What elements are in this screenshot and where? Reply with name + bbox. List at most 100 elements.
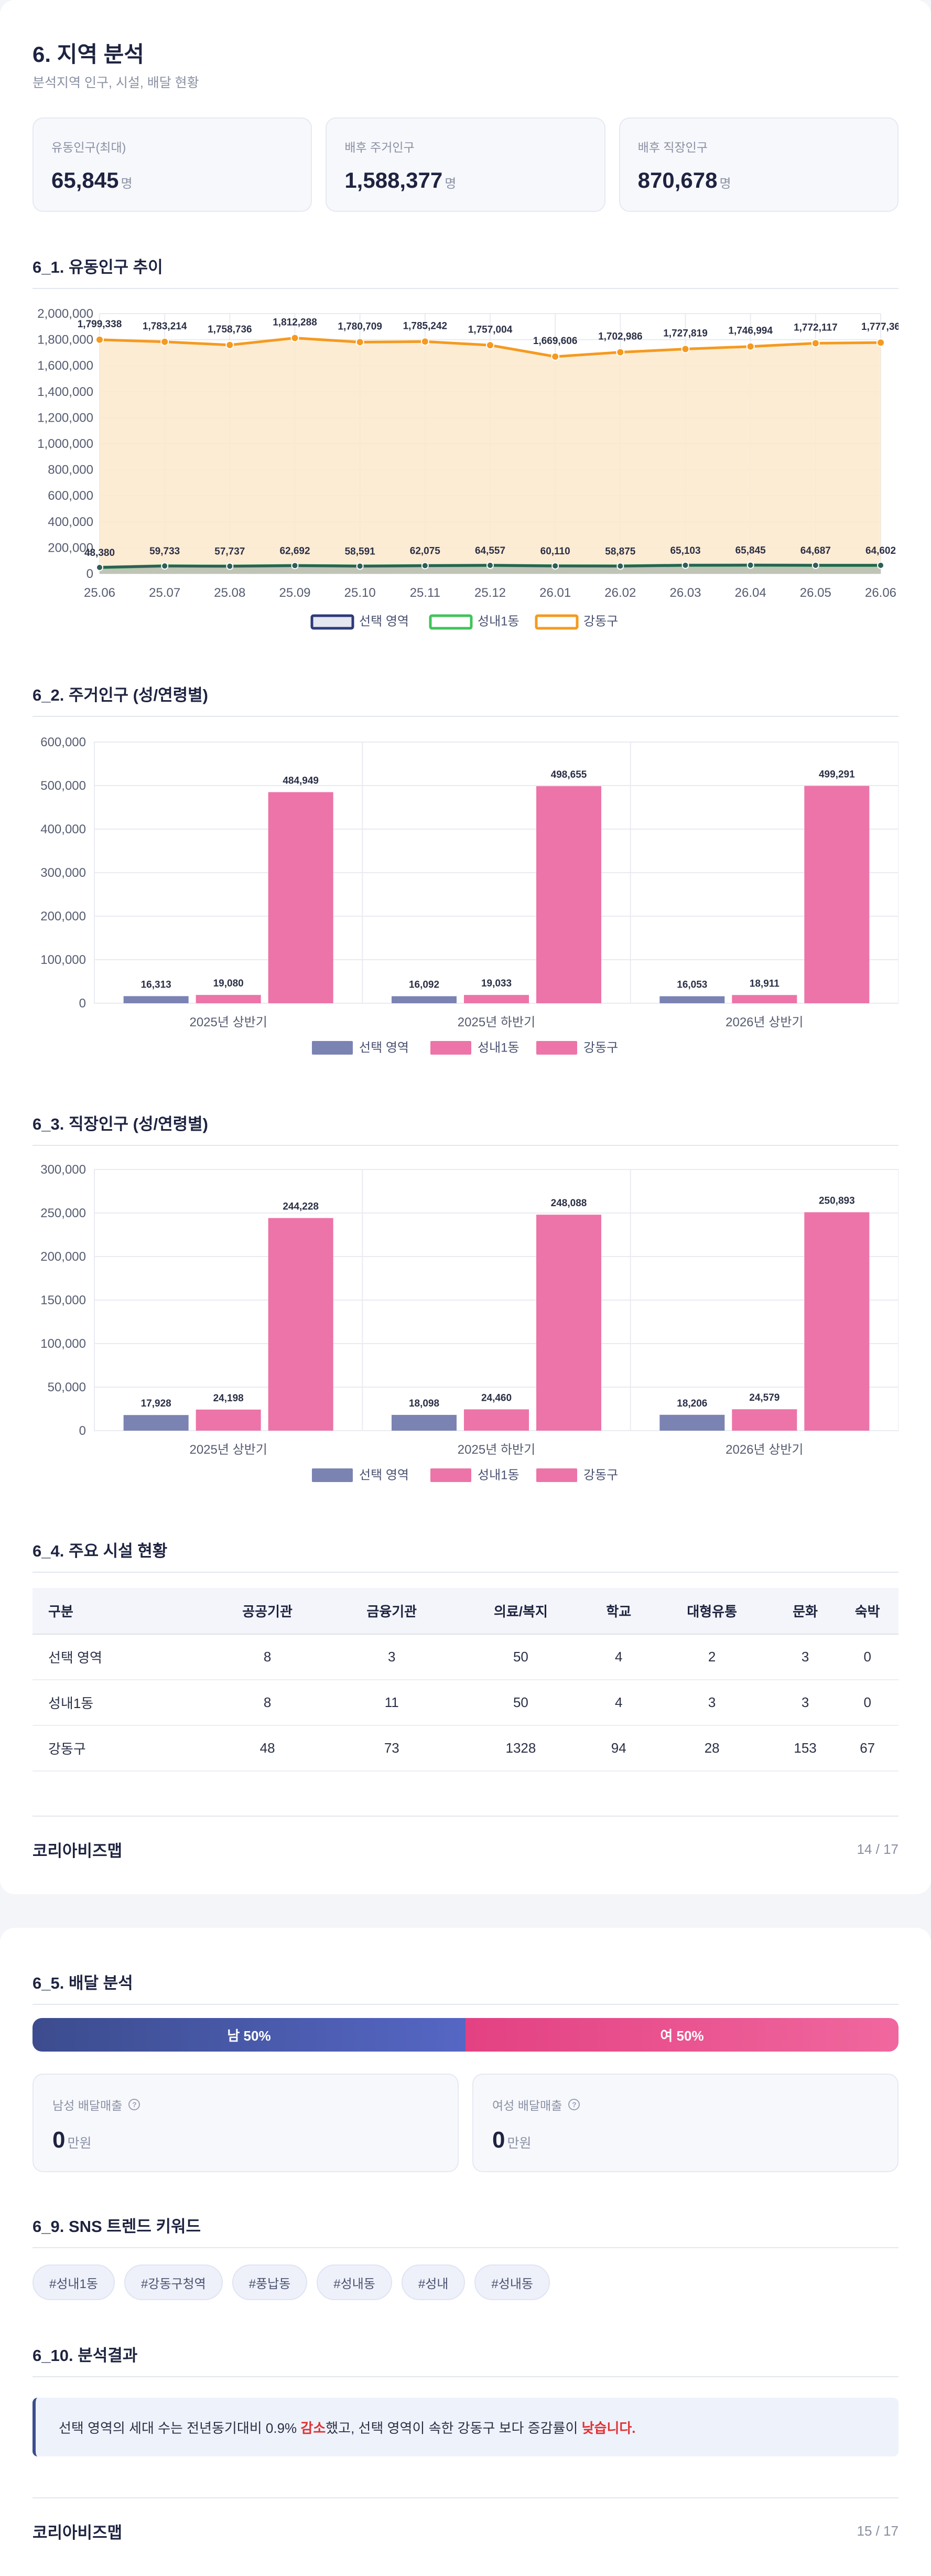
data-label: 1,727,819 [663,328,708,339]
data-label: 60,110 [540,546,570,557]
legend-swatch [536,1468,577,1482]
table-cell: 3 [329,1634,454,1680]
y-tick-label: 1,600,000 [37,359,93,373]
card-value: 65,845 명 [51,168,133,192]
keyword-tag[interactable]: #풍납동 [232,2264,308,2300]
y-tick-label: 0 [79,1424,86,1438]
table-cell: 48 [205,1725,330,1772]
bar [732,995,797,1003]
header-cell: 대형유통 [649,1588,774,1635]
y-tick-label: 250,000 [40,1206,86,1220]
data-label: 57,737 [214,546,245,557]
help-icon[interactable]: ? [568,2099,580,2110]
data-point [226,562,234,570]
bar [659,1414,725,1431]
header-cell: 학교 [587,1588,650,1635]
data-label: 16,092 [409,980,439,991]
table-cell: 성내1동 [33,1680,205,1726]
legend-label: 강동구 [583,614,618,628]
data-point [291,562,299,570]
summary-cards: 유동인구(최대) 65,845 명 배후 주거인구 1,588,377 명 배후 직… [33,117,898,212]
legend-swatch [312,1468,353,1482]
data-point [877,561,884,569]
table-cell: 3 [649,1680,774,1726]
data-point [486,561,494,569]
table-cell: 153 [774,1725,837,1772]
table-cell: 4 [587,1680,650,1726]
data-label: 24,579 [749,1392,780,1403]
data-point [225,340,234,349]
x-tick-label: 2025년 하반기 [458,1443,535,1457]
bar [804,786,870,1003]
x-tick-label: 25.08 [214,586,245,600]
keyword-tag[interactable]: #강동구청역 [124,2264,223,2300]
bar [464,995,529,1003]
legend-label: 성내1동 [478,1468,519,1482]
header-cell: 금융기관 [329,1588,454,1635]
data-label: 58,591 [345,546,376,557]
table-cell: 3 [774,1634,837,1680]
table-cell: 8 [205,1680,330,1726]
data-label: 62,075 [410,546,441,557]
table-row: 성내1동 8 11 50 4 3 3 0 [33,1680,898,1726]
header-cell: 구분 [33,1588,205,1635]
x-tick-label: 25.11 [410,586,440,600]
x-tick-label: 2026년 상반기 [726,1015,803,1029]
data-point [681,345,690,353]
page-number: 15 / 17 [857,2523,898,2539]
x-tick-label: 2025년 상반기 [189,1015,267,1029]
data-point [356,562,364,570]
data-label: 24,198 [213,1393,244,1404]
page-subtitle: 분석지역 인구, 시설, 배달 현황 [33,76,199,90]
data-label: 18,911 [750,978,780,989]
data-label: 18,098 [409,1398,439,1409]
header-cell: 숙박 [836,1588,898,1635]
footer-brand: 코리아비즈맵 [33,1842,123,1860]
table-row: 선택 영역 8 3 50 4 2 3 0 [33,1634,898,1680]
keyword-tag[interactable]: #성내동 [474,2264,550,2300]
bar [196,995,261,1003]
residential-population-chart: 600,000 500,000 400,000 300,000 200,000 100,0… [40,735,898,1055]
legend-label: 선택 영역 [359,1468,409,1482]
data-point [551,562,559,570]
data-label: 65,845 [735,545,766,556]
table-cell: 50 [453,1634,588,1680]
data-label: 1,812,288 [273,317,317,328]
keyword-tag[interactable]: #성내1동 [33,2264,115,2300]
data-point [96,564,103,572]
table-cell: 8 [205,1634,330,1680]
data-point [746,342,755,351]
card-value: 870,678 명 [637,168,731,192]
y-tick-label: 300,000 [40,1163,86,1177]
help-icon[interactable]: ? [128,2099,140,2110]
data-label: 1,783,214 [143,321,187,332]
data-label: 18,206 [677,1398,707,1409]
keyword-tags: #성내1동 #강동구청역 #풍납동 #성내동 #성내 #성내동 [33,2264,550,2300]
legend-label: 선택 영역 [359,1040,409,1055]
floating-population-chart: 2,000,000 1,800,000 1,600,000 1,400,000 1,20… [37,307,898,630]
y-tick-label: 150,000 [40,1293,86,1307]
table-cell: 0 [836,1634,898,1680]
card-value: 0 만원 [492,2127,532,2153]
data-label: 1,799,338 [78,319,122,330]
data-point [746,561,754,569]
table-cell: 11 [329,1680,454,1726]
y-tick-label: 600,000 [40,735,86,749]
data-label: 64,687 [800,545,831,556]
bar [659,996,725,1003]
table-cell: 50 [453,1680,588,1726]
keyword-tag[interactable]: #성내동 [317,2264,392,2300]
x-tick-label: 2026년 상반기 [726,1443,803,1457]
x-tick-label: 2025년 상반기 [189,1443,267,1457]
table-cell: 선택 영역 [33,1634,205,1680]
report-page-14: 6. 지역 분석 분석지역 인구, 시설, 배달 현황 유동인구(최대) 65,… [0,0,931,1894]
table-cell: 0 [836,1680,898,1726]
data-label: 16,053 [677,980,707,991]
header-cell: 공공기관 [205,1588,330,1635]
keyword-tag[interactable]: #성내 [401,2264,465,2300]
card-value: 1,588,377 명 [344,168,457,192]
header-cell: 의료/복지 [453,1588,588,1635]
data-label: 17,928 [141,1398,171,1409]
legend-swatch [429,614,473,630]
data-label: 58,875 [605,546,636,557]
